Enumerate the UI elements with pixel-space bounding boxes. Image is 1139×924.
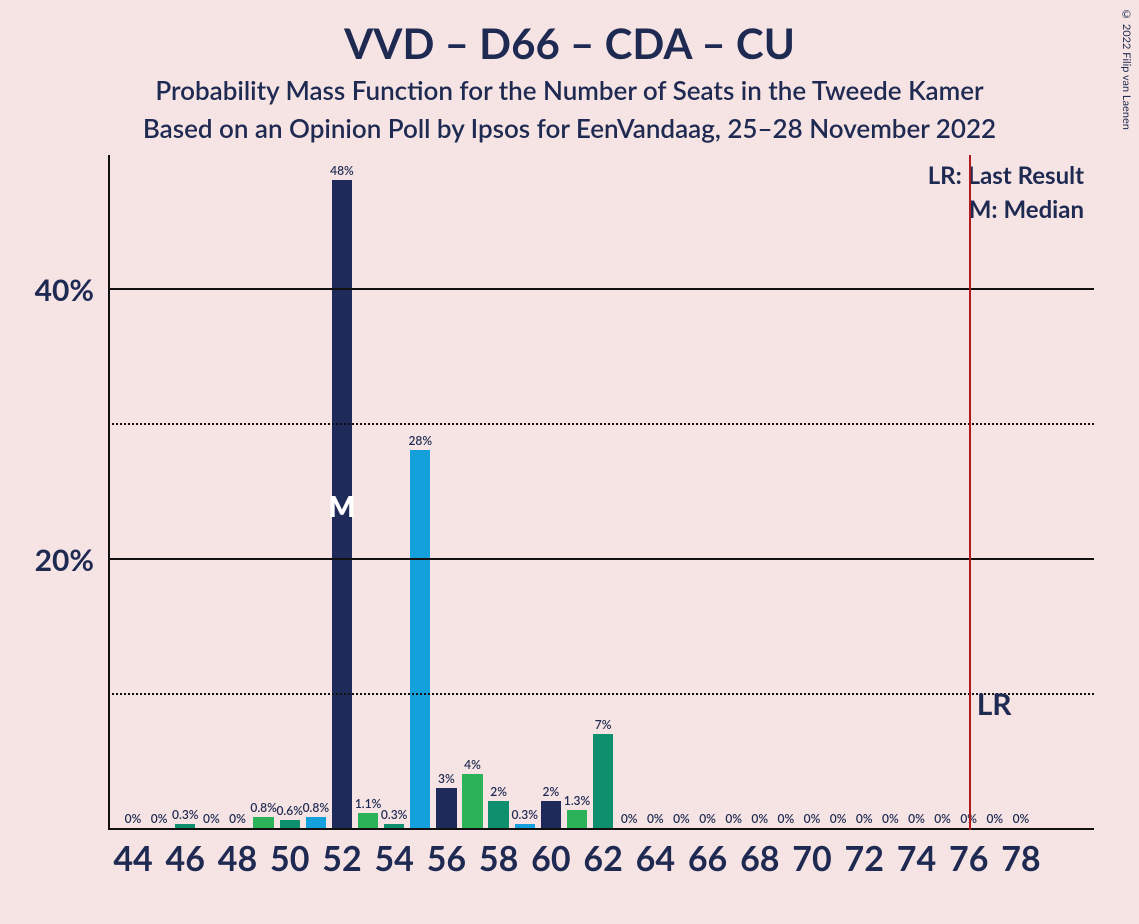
bar: 4% [462, 774, 482, 828]
bar-value-label: 0% [151, 811, 168, 828]
x-tick-label: 46 [166, 838, 205, 879]
bar-value-label: 28% [408, 433, 432, 450]
x-tick-label: 52 [322, 838, 361, 879]
gridline-minor [108, 423, 1094, 425]
bar-value-label: 0% [621, 811, 638, 828]
bar-value-label: 3% [438, 771, 455, 788]
x-tick-labels: 44 46 48 50 52 54 56 58 60 62 64 66 68 70 72 74 76 78 [108, 838, 1094, 888]
bars-layer: 0%0%0.3%0%0%0.8%0.6%0.8%48%M1.1%0.3%28%3… [108, 155, 1094, 830]
bar-value-label: 0.8% [250, 800, 277, 817]
bar-value-label: 0% [778, 811, 795, 828]
bar-value-label: 4% [464, 757, 481, 774]
bar-value-label: 0.3% [512, 807, 539, 824]
bar-value-label: 0% [908, 811, 925, 828]
plot-area: LR: Last Result M: Median 0%0%0.3%0%0%0.… [108, 155, 1094, 830]
bar-value-label: 2% [490, 784, 507, 801]
bar: 0.8% [306, 817, 326, 828]
bar-value-label: 1.3% [564, 793, 591, 810]
bar-value-label: 0% [673, 811, 690, 828]
y-tick-label: 20% [35, 542, 108, 578]
bar-value-label: 0% [229, 811, 246, 828]
x-tick-label: 54 [374, 838, 413, 879]
x-tick-label: 48 [218, 838, 257, 879]
bar: 1.3% [567, 810, 587, 828]
x-tick-label: 58 [479, 838, 518, 879]
x-tick-label: 72 [845, 838, 884, 879]
x-tick-label: 62 [583, 838, 622, 879]
x-tick-label: 66 [688, 838, 727, 879]
chart-subtitle-1: Probability Mass Function for the Number… [0, 74, 1139, 106]
bar: 28% [410, 450, 430, 828]
bar: 0.3% [175, 824, 195, 828]
x-tick-label: 76 [949, 838, 988, 879]
bar: 7% [593, 734, 613, 829]
x-tick-label: 56 [427, 838, 466, 879]
bar: 48%M [332, 180, 352, 828]
x-tick-label: 70 [792, 838, 831, 879]
median-marker: M [329, 489, 356, 523]
bar-value-label: 1.1% [355, 796, 382, 813]
gridline [108, 558, 1094, 560]
bar-value-label: 0% [804, 811, 821, 828]
bar: 2% [488, 801, 508, 828]
bar-value-label: 0% [1013, 811, 1030, 828]
x-tick-label: 74 [897, 838, 936, 879]
bar-value-label: 0% [986, 811, 1003, 828]
bar-value-label: 0% [830, 811, 847, 828]
last-result-line [969, 155, 971, 830]
chart-container: © 2022 Filip van Laenen VVD – D66 – CDA … [0, 0, 1139, 924]
last-result-label: LR [977, 686, 1012, 722]
y-tick-label: 40% [35, 272, 108, 308]
bar-value-label: 0% [934, 811, 951, 828]
x-tick-label: 50 [270, 838, 309, 879]
bar-value-label: 0% [699, 811, 716, 828]
bar: 1.1% [358, 813, 378, 828]
bar-value-label: 0% [647, 811, 664, 828]
bar-value-label: 0% [751, 811, 768, 828]
x-tick-label: 44 [113, 838, 152, 879]
bar: 0.3% [384, 824, 404, 828]
bar: 3% [436, 788, 456, 829]
bar: 0.3% [515, 824, 535, 828]
x-tick-label: 64 [636, 838, 675, 879]
bar-value-label: 0% [856, 811, 873, 828]
bar-value-label: 0% [125, 811, 142, 828]
bar-value-label: 0.3% [172, 807, 199, 824]
chart-subtitle-2: Based on an Opinion Poll by Ipsos for Ee… [0, 112, 1139, 144]
x-tick-label: 78 [1001, 838, 1040, 879]
bar-value-label: 0% [725, 811, 742, 828]
bar-value-label: 7% [595, 717, 612, 734]
x-tick-label: 60 [531, 838, 570, 879]
bar-value-label: 0% [203, 811, 220, 828]
gridline [108, 288, 1094, 290]
bar-value-label: 0.8% [303, 800, 330, 817]
bar-value-label: 0.6% [276, 803, 303, 820]
bar-value-label: 0% [882, 811, 899, 828]
bar-value-label: 0.3% [381, 807, 408, 824]
bar: 0.6% [280, 820, 300, 828]
chart-title: VVD – D66 – CDA – CU [0, 18, 1139, 68]
bar-value-label: 48% [330, 163, 354, 180]
bar: 0.8% [253, 817, 273, 828]
bar: 2% [541, 801, 561, 828]
x-tick-label: 68 [740, 838, 779, 879]
bar-value-label: 2% [543, 784, 560, 801]
gridline-minor [108, 693, 1094, 695]
